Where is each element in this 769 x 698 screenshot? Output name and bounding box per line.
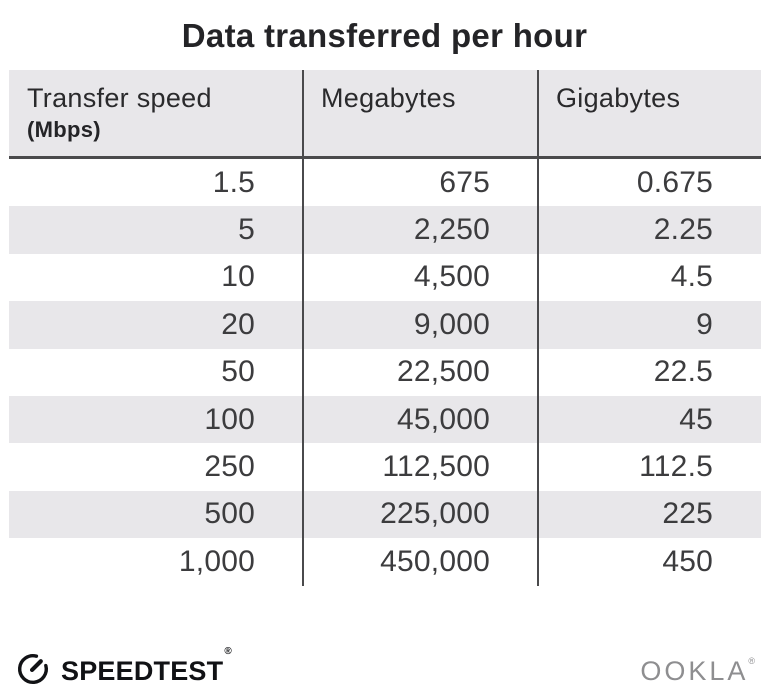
- table-cell: 2.25: [653, 213, 713, 247]
- column-header-megabytes: Megabytes: [303, 70, 538, 156]
- table-row: 250 112,500 112.5: [9, 443, 761, 491]
- table-cell: 45: [679, 402, 713, 436]
- data-table: Transfer speed (Mbps) Megabytes Gigabyte…: [9, 70, 761, 588]
- ookla-logo: OOKLA ®: [640, 656, 755, 687]
- table-cell: 22,500: [397, 355, 490, 389]
- column-header-transfer-speed: Transfer speed (Mbps): [9, 70, 303, 156]
- table-row: 500 225,000 225: [9, 490, 761, 539]
- table-cell: 500: [204, 497, 255, 531]
- table-cell: 225,000: [380, 497, 490, 531]
- table-cell: 250: [204, 450, 255, 484]
- table-row: 5 2,250 2.25: [9, 206, 761, 254]
- table-cell: 50: [221, 355, 255, 389]
- table-cell: 22.5: [653, 355, 713, 389]
- table-cell: 1.5: [212, 165, 255, 199]
- column-header-sublabel: (Mbps): [27, 117, 101, 142]
- table-cell: 450,000: [380, 544, 490, 578]
- table-cell: 20: [221, 307, 255, 341]
- column-header-label: Megabytes: [321, 83, 456, 113]
- table-cell: 100: [204, 402, 255, 436]
- table-cell: 10: [221, 260, 255, 294]
- column-divider: [302, 70, 304, 586]
- table-cell: 112,500: [382, 450, 490, 484]
- gauge-icon: [14, 650, 52, 693]
- table-cell: 9: [696, 307, 713, 341]
- table-row: 1,000 450,000 450: [9, 538, 761, 586]
- table-cell: 4,500: [413, 260, 490, 294]
- table-cell: 112.5: [639, 450, 713, 484]
- registered-trademark-symbol: ®: [224, 645, 232, 657]
- table-cell: 9,000: [413, 307, 490, 341]
- page-title: Data transferred per hour: [181, 17, 588, 54]
- table-row: 20 9,000 9: [9, 301, 761, 349]
- speedtest-wordmark: SPEEDTEST: [61, 655, 224, 686]
- table-cell: 2,250: [413, 213, 490, 247]
- table-row: 1.5 675 0.675: [9, 159, 761, 207]
- table-cell: 0.675: [636, 165, 713, 199]
- table-body: 1.5 675 0.675 5 2,250 2.25 10 4,500 4.5 20 9,000 9 5…: [9, 159, 761, 586]
- table-cell: 450: [662, 544, 713, 578]
- table-row: 10 4,500 4.5: [9, 253, 761, 302]
- column-header-label: Gigabytes: [556, 83, 681, 113]
- speedtest-logo: SPEEDTEST®: [14, 646, 232, 693]
- footer: SPEEDTEST® OOKLA ®: [14, 646, 755, 694]
- table-cell: 4.5: [670, 260, 713, 294]
- column-header-label: Transfer speed: [27, 83, 212, 113]
- table-header-row: Transfer speed (Mbps) Megabytes Gigabyte…: [9, 70, 761, 159]
- table-cell: 1,000: [178, 544, 255, 578]
- table-row: 100 45,000 45: [9, 395, 761, 444]
- table-cell: 225: [662, 497, 713, 531]
- column-divider: [537, 70, 539, 586]
- table-cell: 675: [439, 165, 490, 199]
- column-header-gigabytes: Gigabytes: [538, 70, 761, 156]
- table-cell: 5: [238, 213, 255, 247]
- table-row: 50 22,500 22.5: [9, 348, 761, 396]
- ookla-wordmark: OOKLA: [640, 655, 749, 686]
- table-cell: 45,000: [397, 402, 490, 436]
- registered-trademark-symbol: ®: [748, 655, 755, 666]
